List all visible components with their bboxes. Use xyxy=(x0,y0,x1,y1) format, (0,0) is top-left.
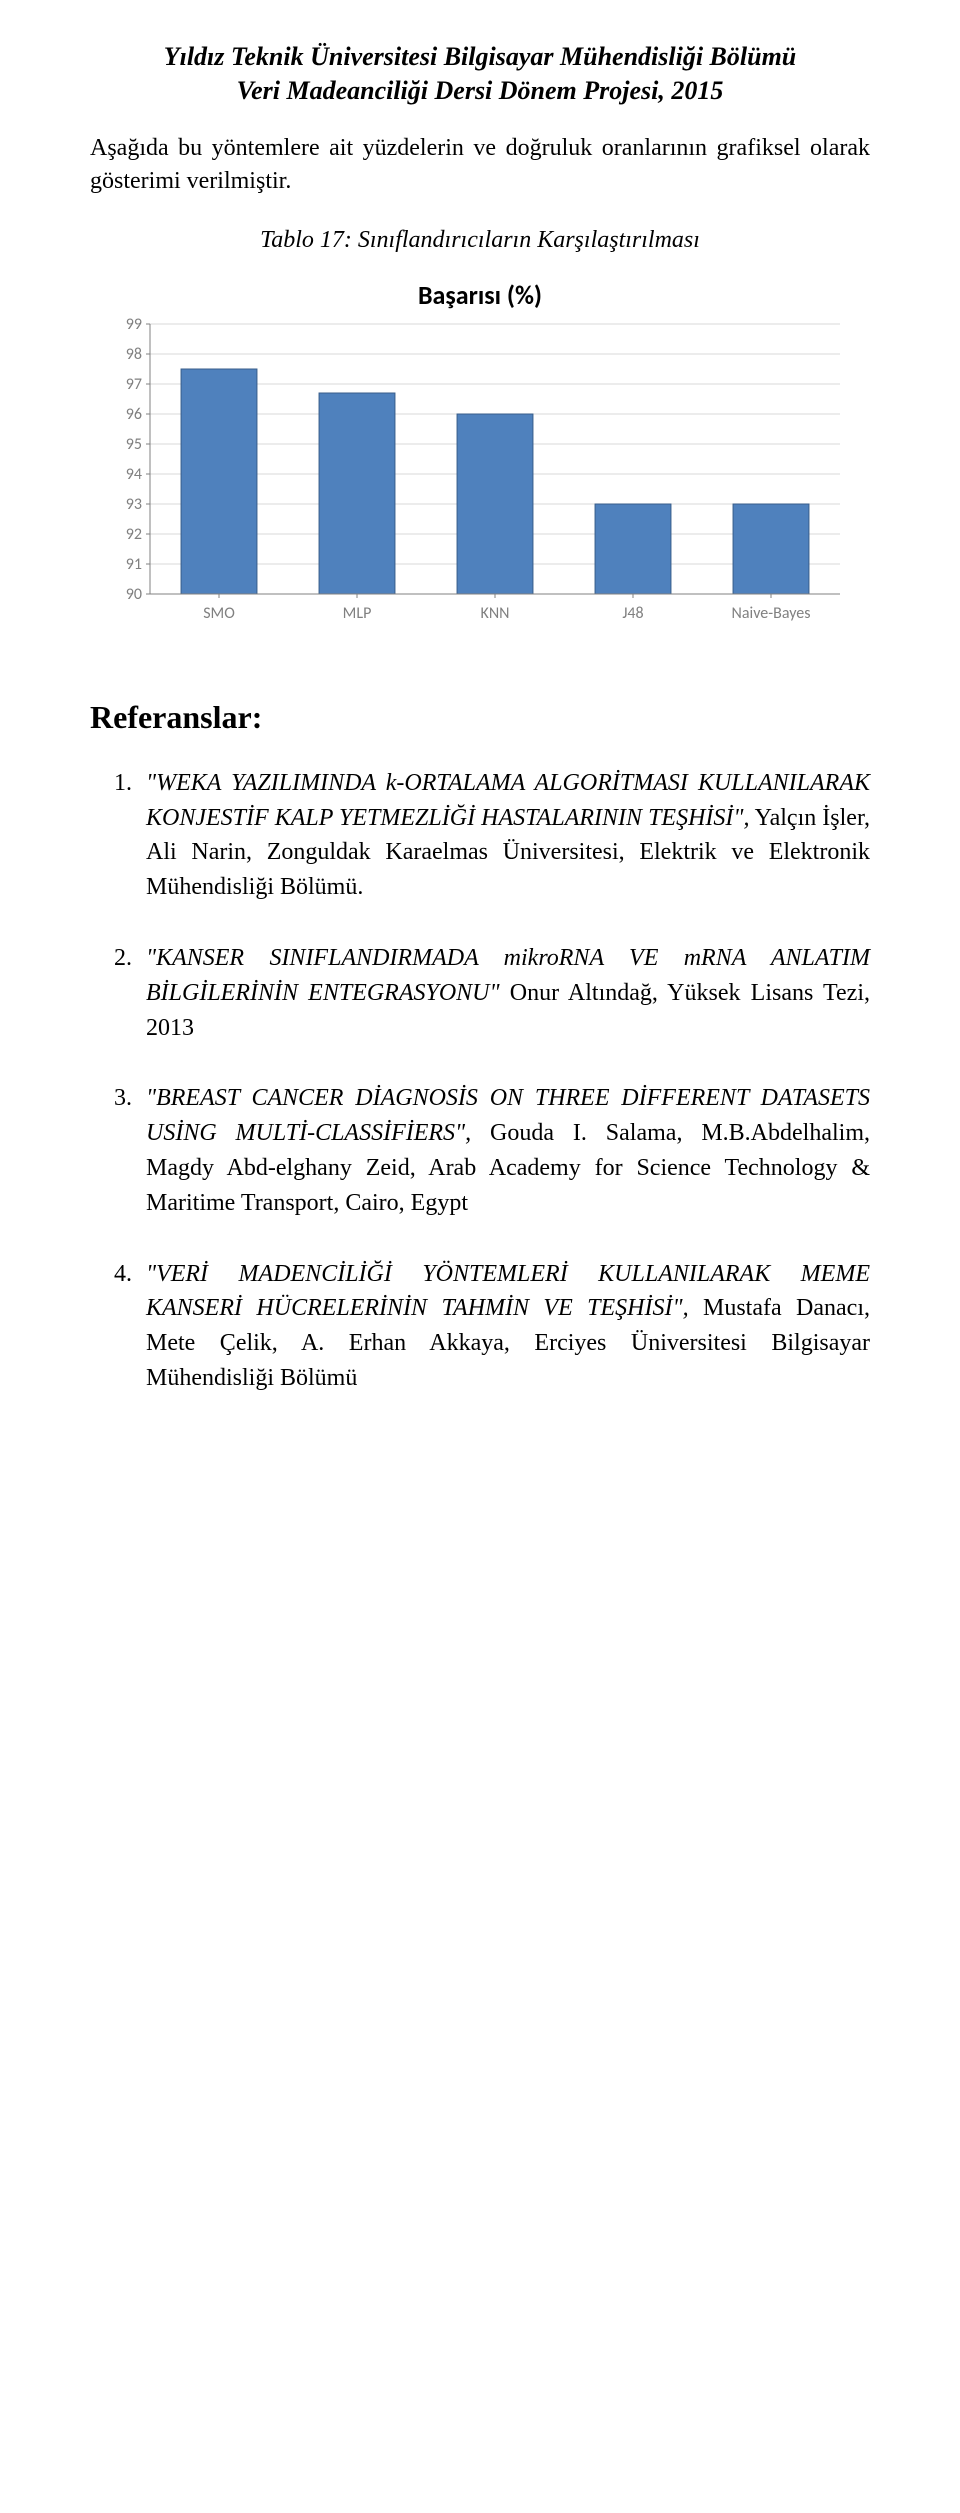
header-line-2: Veri Madeanciliği Dersi Dönem Projesi, 2… xyxy=(237,76,724,105)
intro-paragraph: Aşağıda bu yöntemlere ait yüzdelerin ve … xyxy=(90,132,870,199)
svg-text:98: 98 xyxy=(126,345,142,364)
svg-text:95: 95 xyxy=(126,435,142,454)
table-caption: Tablo 17: Sınıflandırıcıların Karşılaştı… xyxy=(90,227,870,254)
svg-text:99: 99 xyxy=(126,315,142,334)
bar-chart-svg: Başarısı (%) 90 91 92 93 94 95 96 97 98 99 SMO MLP KN… xyxy=(90,274,870,634)
svg-text:93: 93 xyxy=(126,495,142,514)
header-title: Yıldız Teknik Üniversitesi Bilgisayar Mü… xyxy=(90,40,870,108)
references-list: "WEKA YAZILIMINDA k-ORTALAMA ALGORİTMASI… xyxy=(90,766,870,1396)
svg-text:90: 90 xyxy=(126,585,142,604)
reference-item: "WEKA YAZILIMINDA k-ORTALAMA ALGORİTMASI… xyxy=(138,766,870,905)
success-bar-chart: Başarısı (%) 90 91 92 93 94 95 96 97 98 99 SMO MLP KN… xyxy=(90,274,870,639)
svg-text:Naive-Bayes: Naive-Bayes xyxy=(732,604,811,623)
header-line-1: Yıldız Teknik Üniversitesi Bilgisayar Mü… xyxy=(164,42,797,71)
reference-item: "BREAST CANCER DİAGNOSİS ON THREE DİFFER… xyxy=(138,1081,870,1220)
svg-text:91: 91 xyxy=(126,555,142,574)
reference-item: "KANSER SINIFLANDIRMADA mikroRNA VE mRNA… xyxy=(138,941,870,1045)
svg-text:J48: J48 xyxy=(622,604,643,623)
svg-text:SMO: SMO xyxy=(203,604,235,623)
svg-text:KNN: KNN xyxy=(481,604,510,623)
svg-text:MLP: MLP xyxy=(343,604,372,623)
svg-text:97: 97 xyxy=(126,375,142,394)
svg-text:92: 92 xyxy=(126,525,142,544)
page: Yıldız Teknik Üniversitesi Bilgisayar Mü… xyxy=(0,0,960,1492)
references-heading: Referanslar: xyxy=(90,699,870,736)
reference-item: "VERİ MADENCİLİĞİ YÖNTEMLERİ KULLANILARA… xyxy=(138,1257,870,1396)
svg-text:94: 94 xyxy=(126,465,142,484)
svg-text:Başarısı (%): Başarısı (%) xyxy=(418,279,542,311)
svg-text:96: 96 xyxy=(126,405,142,424)
